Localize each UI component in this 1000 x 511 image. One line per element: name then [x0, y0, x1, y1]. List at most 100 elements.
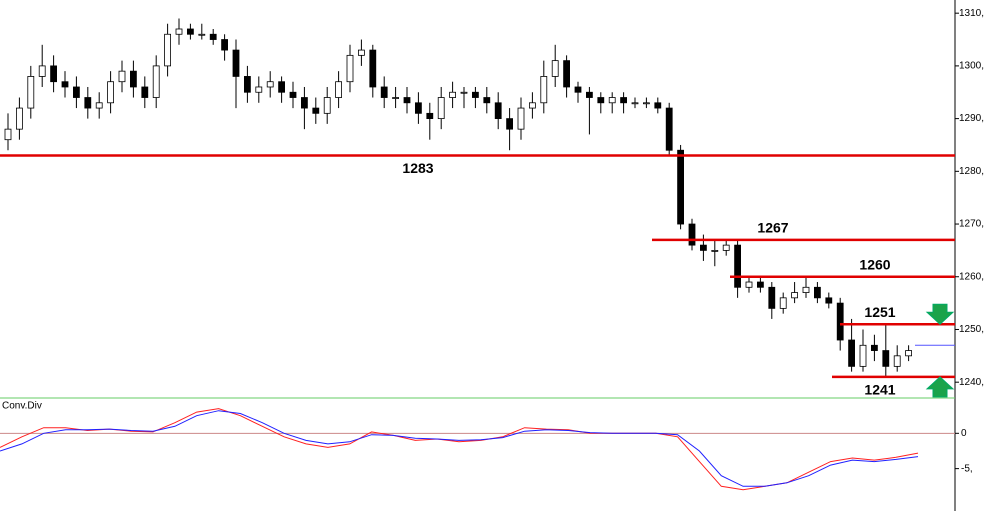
candle-body: [221, 39, 229, 51]
indicator-title: Conv.Div: [2, 401, 42, 412]
candle-body: [814, 286, 821, 299]
candle-body: [802, 286, 810, 293]
candle-body: [141, 86, 149, 98]
y-tick-label: 1300,: [959, 61, 984, 72]
candle-body: [859, 344, 867, 367]
candle-body: [346, 54, 354, 83]
candle-body: [243, 76, 251, 93]
candle-body: [540, 76, 548, 104]
candle-body: [779, 297, 787, 309]
candle-body: [335, 81, 343, 98]
candle-body: [643, 102, 650, 105]
candle-body: [905, 350, 912, 357]
y-tick-label: 1240,: [959, 377, 984, 388]
candle-body: [460, 91, 468, 94]
candle-body: [563, 60, 570, 88]
y-tick-label: 1250,: [959, 324, 984, 335]
candle-body: [198, 33, 206, 36]
arrow-up: [925, 376, 955, 398]
candle-body: [506, 118, 514, 130]
candle-body: [357, 49, 365, 56]
level-label: 1251: [864, 304, 895, 320]
candle-body: [848, 339, 855, 367]
candle-body: [620, 97, 627, 104]
level-label: 1283: [402, 160, 433, 176]
level-label: 1267: [757, 220, 788, 236]
y-tick-label: 1290,: [959, 113, 984, 124]
candle-body: [84, 97, 92, 109]
candle-body: [437, 97, 445, 120]
candle-body: [15, 107, 23, 130]
y-tick-label: -5,: [961, 463, 973, 474]
candle-body: [392, 97, 400, 99]
candle-body: [722, 244, 730, 251]
candle-body: [107, 81, 114, 104]
candle-body: [323, 97, 331, 114]
candle-body: [209, 33, 217, 40]
level-label: 1241: [864, 382, 895, 398]
candle-body: [529, 102, 536, 109]
candle-body: [186, 28, 194, 35]
candle-body: [711, 249, 719, 252]
candle-body: [586, 91, 593, 98]
candle-body: [631, 102, 639, 105]
candle-body: [278, 81, 286, 93]
candle-body: [118, 70, 126, 83]
candle-body: [700, 244, 707, 251]
candle-body: [73, 86, 80, 98]
candle-body: [129, 70, 137, 88]
candle-body: [175, 28, 183, 35]
y-tick-label: 1270,: [959, 219, 984, 230]
candle-body: [232, 49, 240, 77]
candle-body: [871, 344, 878, 351]
candle-body: [745, 281, 753, 288]
candle-body: [471, 91, 479, 98]
candle-body: [289, 91, 297, 98]
candle-body: [654, 102, 662, 109]
candle-body: [677, 149, 684, 225]
candle-body: [266, 81, 274, 88]
arrow-down: [925, 303, 955, 325]
candle-body: [426, 112, 434, 120]
level-label: 1260: [859, 256, 890, 272]
y-tick-label: 1260,: [959, 271, 984, 282]
candle-body: [152, 65, 160, 98]
candle-body: [449, 91, 457, 98]
candle-body: [665, 107, 673, 151]
candle-body: [574, 86, 582, 93]
candle-body: [300, 97, 308, 109]
candle-body: [893, 355, 901, 367]
candle-body: [825, 297, 833, 304]
candle-body: [551, 60, 559, 77]
candle-body: [688, 223, 696, 246]
y-tick-label: 0: [961, 428, 967, 439]
candle-body: [95, 102, 103, 109]
candle-body: [414, 102, 422, 114]
candle-body: [836, 302, 844, 341]
candle-body: [734, 244, 741, 288]
candle-body: [255, 86, 263, 93]
indicator-line: [0, 408, 919, 491]
candle-body: [164, 33, 172, 67]
candle-body: [403, 97, 411, 104]
candle-body: [757, 281, 764, 288]
candle-body: [38, 65, 46, 77]
y-tick-label: 1310,: [959, 8, 984, 19]
candle-body: [791, 292, 798, 299]
candle-body: [369, 49, 377, 88]
candle-body: [50, 65, 57, 83]
candle-body: [4, 128, 12, 141]
candle-body: [597, 97, 605, 104]
candle-body: [608, 97, 616, 104]
candle-body: [27, 76, 35, 109]
y-tick-label: 1280,: [959, 166, 984, 177]
candle-body: [517, 107, 525, 130]
indicator-line: [0, 410, 919, 487]
candle-body: [380, 86, 388, 98]
candle-body: [494, 102, 502, 120]
candle-body: [483, 97, 491, 104]
candle-body: [61, 81, 69, 88]
candle-body: [882, 350, 890, 367]
candle-body: [768, 286, 776, 309]
